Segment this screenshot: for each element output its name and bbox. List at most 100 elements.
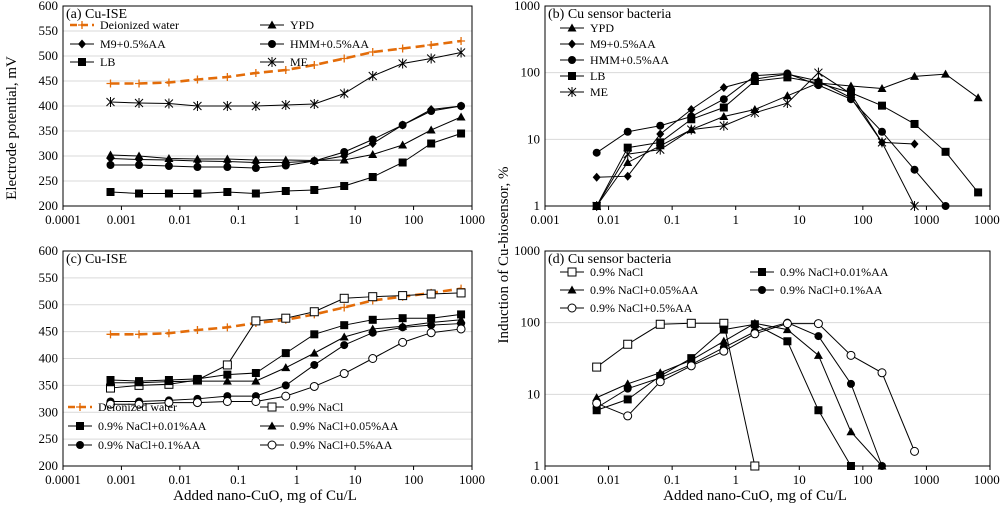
data-point	[592, 172, 601, 182]
legend-label: YPD	[590, 21, 614, 35]
data-point	[310, 157, 319, 165]
data-point	[223, 101, 232, 111]
data-point	[456, 288, 466, 298]
data-point	[750, 329, 760, 339]
y-tick-label: 200	[39, 198, 59, 213]
data-point	[106, 161, 115, 169]
data-point	[623, 395, 632, 404]
data-point	[426, 289, 436, 299]
data-point	[623, 149, 633, 160]
plot-frame	[544, 250, 991, 467]
data-point	[281, 100, 291, 110]
data-point	[398, 314, 407, 323]
data-point	[877, 462, 886, 470]
legend-marker	[568, 56, 576, 64]
data-point	[457, 129, 466, 138]
legend-marker	[567, 303, 577, 313]
data-point	[309, 381, 319, 391]
plot-frame	[62, 250, 473, 467]
data-point	[877, 127, 886, 136]
x-tick-label: 0.01	[168, 472, 191, 487]
data-point	[687, 115, 696, 124]
plot-frame	[62, 5, 473, 207]
data-point	[623, 339, 633, 349]
data-point	[164, 162, 173, 170]
data-point	[164, 189, 173, 198]
data-point	[655, 377, 665, 387]
x-tick-label: 100	[404, 212, 424, 227]
data-point	[457, 37, 466, 45]
series-5	[105, 324, 466, 409]
data-point	[223, 163, 232, 171]
x-tick-label: 0.0001	[45, 472, 81, 487]
data-point	[686, 361, 696, 371]
legend-entry: YPD	[260, 18, 314, 32]
legend-label: M9+0.5%AA	[590, 37, 656, 51]
x-tick-label: 1000	[459, 472, 485, 487]
legend-label: YPD	[290, 18, 314, 32]
data-point	[193, 75, 202, 84]
data-point	[398, 58, 407, 69]
data-point	[106, 330, 115, 339]
data-point	[281, 349, 290, 358]
legend-label: 0.9% NaCl	[290, 400, 344, 414]
data-point	[783, 98, 792, 109]
data-point	[941, 202, 950, 210]
y-tick-label: 300	[39, 404, 59, 419]
series-line	[596, 73, 915, 178]
legend-entry: ME	[560, 85, 608, 99]
data-point	[846, 81, 856, 90]
y-tick-label: 200	[39, 458, 59, 473]
series-line	[596, 73, 946, 207]
legend-marker	[267, 20, 277, 29]
data-point	[339, 88, 349, 99]
data-point	[592, 393, 602, 402]
data-point	[340, 182, 349, 190]
legend-entry: Deionized water	[70, 18, 179, 32]
legend-entry: 0.9% NaCl+0.1%AA	[750, 283, 883, 297]
x-tick-label: 10	[793, 212, 806, 227]
data-point	[719, 112, 729, 121]
data-point	[623, 384, 632, 393]
data-point	[339, 293, 349, 303]
data-point	[813, 350, 823, 359]
data-point	[105, 399, 115, 409]
data-point	[134, 399, 144, 409]
legend-label: HMM+0.5%AA	[590, 53, 669, 67]
data-point	[134, 98, 144, 108]
x-tick-label: 0.01	[168, 212, 191, 227]
legend-entry: Deionized water	[68, 400, 177, 414]
data-point	[223, 323, 232, 332]
data-point	[687, 105, 696, 115]
legend-label: M9+0.5%AA	[100, 37, 166, 51]
y-tick-label: 550	[39, 270, 59, 285]
data-point	[193, 156, 202, 166]
data-point	[223, 73, 232, 81]
data-point	[427, 41, 436, 49]
legend-entry: 0.9% NaCl+0.05%AA	[560, 283, 699, 297]
x-tick-label: 100	[853, 212, 873, 227]
data-point	[398, 337, 408, 347]
legend-label: 0.9% NaCl	[590, 265, 644, 279]
data-point	[281, 363, 291, 372]
x-tick-label: 0.01	[597, 212, 620, 227]
data-point	[623, 411, 633, 421]
y-tick-label: 100	[521, 315, 541, 330]
legend-marker	[267, 57, 277, 67]
series-3	[106, 102, 466, 172]
data-point	[398, 140, 408, 149]
series-line	[110, 323, 462, 402]
y-tick-label: 400	[39, 98, 59, 113]
legend-label: ME	[590, 85, 608, 99]
x-tick-label: 0.1	[230, 472, 246, 487]
data-point	[193, 163, 202, 171]
x-tick-label: 1	[293, 212, 300, 227]
x-tick-label: 100	[404, 472, 424, 487]
data-point	[398, 121, 407, 129]
data-point	[427, 321, 436, 330]
data-point	[281, 187, 290, 195]
data-point	[656, 138, 665, 147]
data-point	[719, 103, 728, 112]
data-point	[164, 98, 174, 109]
